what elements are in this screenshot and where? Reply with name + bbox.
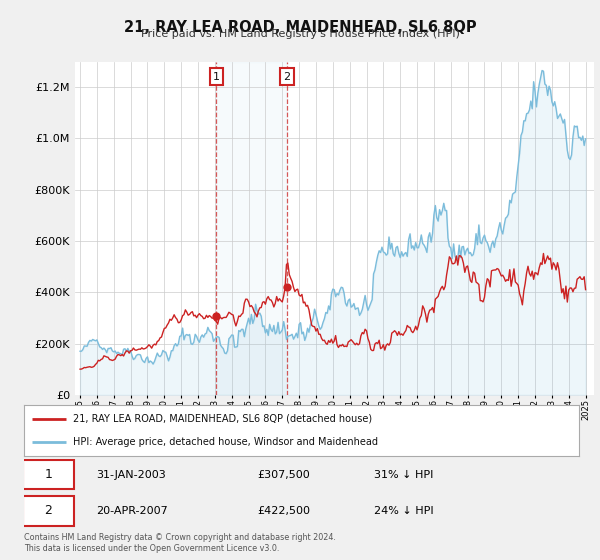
- Text: 1: 1: [44, 468, 52, 481]
- Text: 31% ↓ HPI: 31% ↓ HPI: [374, 470, 433, 479]
- Text: 21, RAY LEA ROAD, MAIDENHEAD, SL6 8QP (detached house): 21, RAY LEA ROAD, MAIDENHEAD, SL6 8QP (d…: [73, 414, 372, 424]
- Text: 2: 2: [44, 505, 52, 517]
- Text: £307,500: £307,500: [257, 470, 310, 479]
- Text: 21, RAY LEA ROAD, MAIDENHEAD, SL6 8QP: 21, RAY LEA ROAD, MAIDENHEAD, SL6 8QP: [124, 20, 476, 35]
- Text: 31-JAN-2003: 31-JAN-2003: [96, 470, 166, 479]
- Text: Price paid vs. HM Land Registry's House Price Index (HPI): Price paid vs. HM Land Registry's House …: [140, 29, 460, 39]
- Text: £422,500: £422,500: [257, 506, 310, 516]
- Text: 20-APR-2007: 20-APR-2007: [96, 506, 168, 516]
- Bar: [216, 62, 287, 395]
- Text: 1: 1: [213, 72, 220, 82]
- Text: 2: 2: [284, 72, 291, 82]
- FancyBboxPatch shape: [23, 460, 74, 489]
- Text: 24% ↓ HPI: 24% ↓ HPI: [374, 506, 433, 516]
- Text: Contains HM Land Registry data © Crown copyright and database right 2024.
This d: Contains HM Land Registry data © Crown c…: [24, 533, 336, 553]
- Text: HPI: Average price, detached house, Windsor and Maidenhead: HPI: Average price, detached house, Wind…: [73, 437, 378, 447]
- FancyBboxPatch shape: [23, 496, 74, 526]
